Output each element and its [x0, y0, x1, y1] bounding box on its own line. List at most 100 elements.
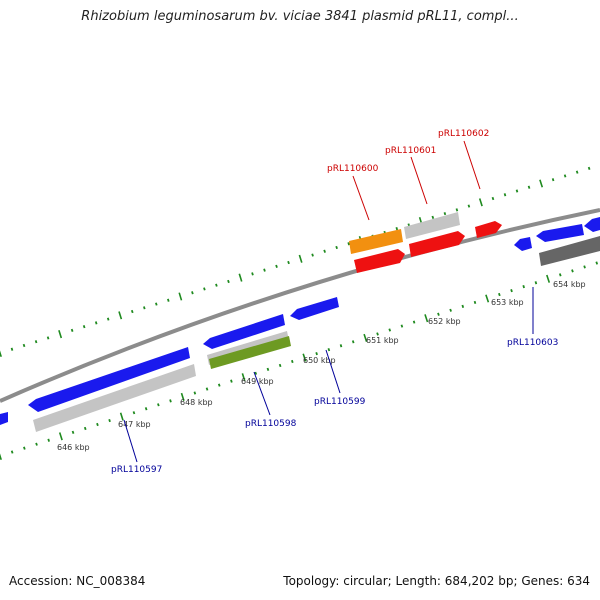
ruler-minor-tick: [230, 379, 233, 383]
ruler-minor-tick: [291, 359, 294, 364]
ruler-minor-tick: [193, 391, 197, 395]
ruler-major-tick: [58, 432, 63, 441]
ruler-minor-tick: [205, 387, 209, 391]
map-title: Rhizobium leguminosarum bv. viciae 3841 …: [81, 9, 519, 24]
ruler-minor-tick: [47, 438, 50, 442]
ruler-minor-tick: [571, 269, 574, 273]
ruler-major-tick: [180, 392, 185, 401]
ruler-minor-tick: [106, 317, 110, 321]
label-pRL110598[interactable]: pRL110598: [245, 419, 297, 429]
ruler-minor-tick: [455, 208, 459, 212]
ruler-minor-tick: [143, 306, 146, 310]
ruler-major-tick: [58, 330, 63, 339]
gene-pRL110601[interactable]: [404, 212, 460, 239]
gene-pRL110597[interactable]: [28, 347, 190, 412]
ruler-major-tick: [485, 294, 490, 303]
ruler-minor-tick: [215, 283, 218, 287]
ruler-minor-tick: [83, 426, 87, 431]
ruler-minor-tick: [278, 363, 282, 368]
ruler-minor-tick: [71, 430, 75, 434]
gene-right-edge-blue[interactable]: [584, 217, 600, 232]
leader-pRL110597: [123, 419, 138, 463]
leader-pRL110598: [253, 371, 271, 416]
ruler-minor-tick: [551, 178, 555, 182]
ruler-minor-tick: [266, 367, 270, 371]
ruler-minor-tick: [563, 174, 567, 178]
ruler-minor-tick: [315, 352, 318, 356]
ruler-minor-tick: [412, 320, 416, 324]
ruler-minor-tick: [473, 300, 477, 305]
gene-pRL110602[interactable]: [475, 221, 502, 238]
gene-pRL110599[interactable]: [290, 297, 339, 320]
ruler-minor-tick: [449, 308, 452, 312]
ruler-minor-tick: [395, 227, 399, 231]
kbp-label-648: 648 kbp: [180, 398, 213, 407]
ruler-minor-tick: [339, 344, 343, 348]
ruler-minor-tick: [108, 418, 111, 423]
gene-pRL110598[interactable]: [203, 314, 285, 349]
ruler-minor-tick: [251, 272, 254, 276]
ruler-minor-tick: [217, 383, 221, 387]
label-pRL110602[interactable]: pRL110602: [438, 129, 489, 139]
ruler-major-tick: [0, 350, 2, 358]
ruler-minor-tick: [94, 321, 98, 325]
label-pRL110597[interactable]: pRL110597: [111, 465, 162, 475]
ruler-minor-tick: [287, 260, 290, 265]
ruler-minor-tick: [515, 189, 519, 193]
ruler-minor-tick: [263, 268, 266, 272]
ruler-major-tick: [241, 373, 246, 382]
outer-ruler: [0, 166, 591, 358]
ruler-major-tick: [178, 292, 183, 301]
gene-pRL110600[interactable]: [349, 229, 403, 254]
ruler-minor-tick: [275, 264, 278, 268]
feature-olive[interactable]: [209, 336, 291, 369]
label-pRL110600[interactable]: pRL110600: [327, 164, 379, 174]
ruler-minor-tick: [400, 324, 404, 328]
ruler-minor-tick: [335, 245, 338, 250]
ruler-minor-tick: [169, 399, 172, 403]
feature-dark-gray[interactable]: [539, 236, 600, 266]
ruler-minor-tick: [351, 340, 355, 344]
ruler-minor-tick: [327, 348, 331, 352]
ruler-minor-tick: [522, 285, 525, 289]
ruler-major-tick: [238, 273, 243, 282]
ruler-minor-tick: [10, 347, 14, 351]
kbp-label-650: 650 kbp: [303, 356, 336, 365]
ruler-minor-tick: [157, 403, 160, 407]
label-pRL110601[interactable]: pRL110601: [385, 146, 436, 156]
ruler-minor-tick: [443, 212, 447, 216]
ruler-minor-tick: [558, 273, 562, 277]
gene-left-edge[interactable]: [0, 412, 8, 425]
ruler-major-tick: [302, 353, 307, 362]
gene-red-b[interactable]: [409, 231, 465, 257]
label-pRL110603[interactable]: pRL110603: [507, 338, 558, 348]
feature-gray-long[interactable]: [33, 364, 196, 432]
ruler-minor-tick: [503, 193, 507, 197]
ruler-major-tick: [424, 314, 429, 323]
label-pRL110599[interactable]: pRL110599: [314, 397, 366, 407]
leader-pRL110602: [463, 140, 481, 190]
gene-small-blue[interactable]: [514, 237, 532, 251]
ruler-minor-tick: [467, 204, 471, 208]
ruler-minor-tick: [388, 328, 392, 332]
kbp-label-652: 652 kbp: [428, 317, 461, 326]
ruler-minor-tick: [347, 242, 350, 246]
ruler-minor-tick: [527, 185, 531, 189]
ruler-minor-tick: [510, 289, 513, 293]
ruler-minor-tick: [23, 446, 26, 450]
kbp-label-653: 653 kbp: [491, 298, 524, 307]
inner-ruler: [0, 261, 599, 461]
ruler-minor-tick: [534, 281, 538, 285]
ruler-major-tick: [298, 254, 303, 263]
backbone-line: [0, 208, 600, 403]
ruler-major-tick: [363, 333, 368, 342]
gene-red-a[interactable]: [354, 249, 405, 273]
kbp-label-647: 647 kbp: [118, 420, 151, 429]
ruler-minor-tick: [34, 340, 38, 344]
ruler-major-tick: [546, 274, 551, 283]
ruler-minor-tick: [203, 287, 206, 291]
ruler-minor-tick: [437, 312, 440, 316]
leader-pRL110600: [352, 175, 370, 221]
ruler-minor-tick: [191, 291, 194, 295]
gene-pRL110603[interactable]: [536, 224, 584, 242]
